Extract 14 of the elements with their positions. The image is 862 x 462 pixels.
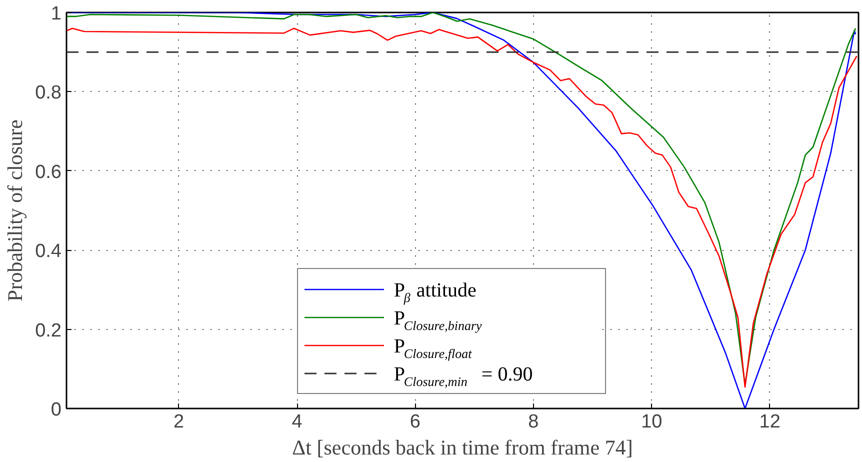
x-tick-label: 12 [759,412,780,432]
x-tick-label: 6 [410,412,421,432]
y-tick-label: 0.4 [35,241,62,262]
y-tick-label: 0.2 [35,320,62,342]
x-tick-label: 4 [292,412,303,432]
x-axis-title: Δt [seconds back in time from frame 74] [292,436,633,460]
y-tick-label: 1 [50,4,62,24]
y-axis-title: Probability of closure [3,120,28,302]
x-tick-label: 2 [174,412,184,432]
x-tick-label: 10 [641,412,662,432]
y-tick-label: 0.8 [35,82,62,104]
y-tick-label: 0 [50,400,62,420]
x-tick-label: 8 [528,412,539,432]
y-tick-label: 0.6 [35,162,62,183]
